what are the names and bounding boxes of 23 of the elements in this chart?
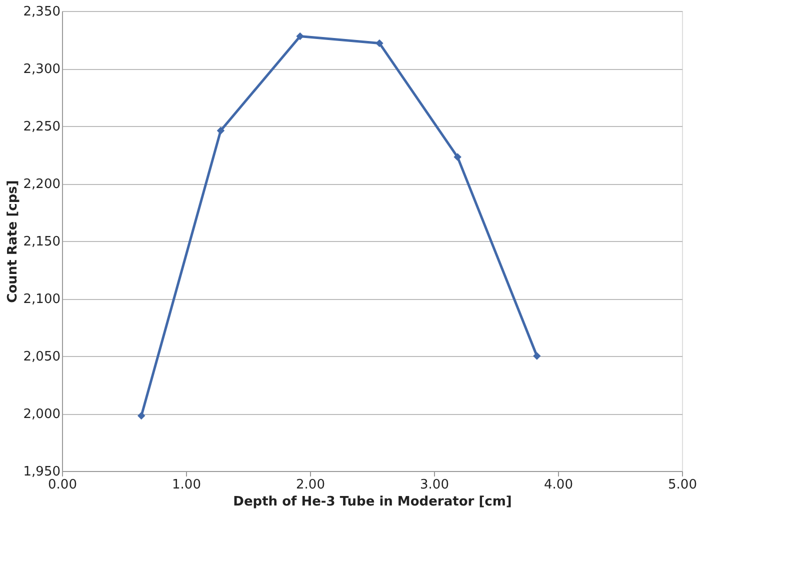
point: [533, 352, 541, 360]
y-tick-label: 2,300: [23, 62, 60, 77]
point: [137, 412, 146, 420]
y-tick-label: 2,100: [23, 292, 60, 307]
y-axis-title: Count Rate [cps]: [5, 180, 20, 303]
y-tick-label: 2,350: [23, 4, 60, 20]
point: [296, 32, 304, 40]
y-tick-label: 2,000: [23, 407, 60, 422]
x-tick-label: 3.00: [420, 478, 449, 492]
x-tick-label: 1.00: [172, 478, 201, 492]
point: [454, 153, 462, 161]
x-tick-label: 0.00: [48, 478, 77, 492]
y-tick-label: 2,200: [23, 177, 60, 192]
x-tick-label: 2.00: [296, 478, 325, 492]
x-tick-label: 5.00: [668, 478, 697, 492]
x-axis-title: Depth of He-3 Tube in Moderator [cm]: [233, 494, 512, 510]
y-tick-label: 2,150: [23, 234, 60, 250]
y-tick-label: 2,250: [23, 120, 60, 134]
y-tick-label: 2,050: [23, 350, 60, 364]
point: [376, 39, 384, 48]
point: [216, 126, 225, 134]
y-tick-label: 1,950: [23, 464, 60, 480]
x-tick-label: 4.00: [544, 478, 573, 492]
